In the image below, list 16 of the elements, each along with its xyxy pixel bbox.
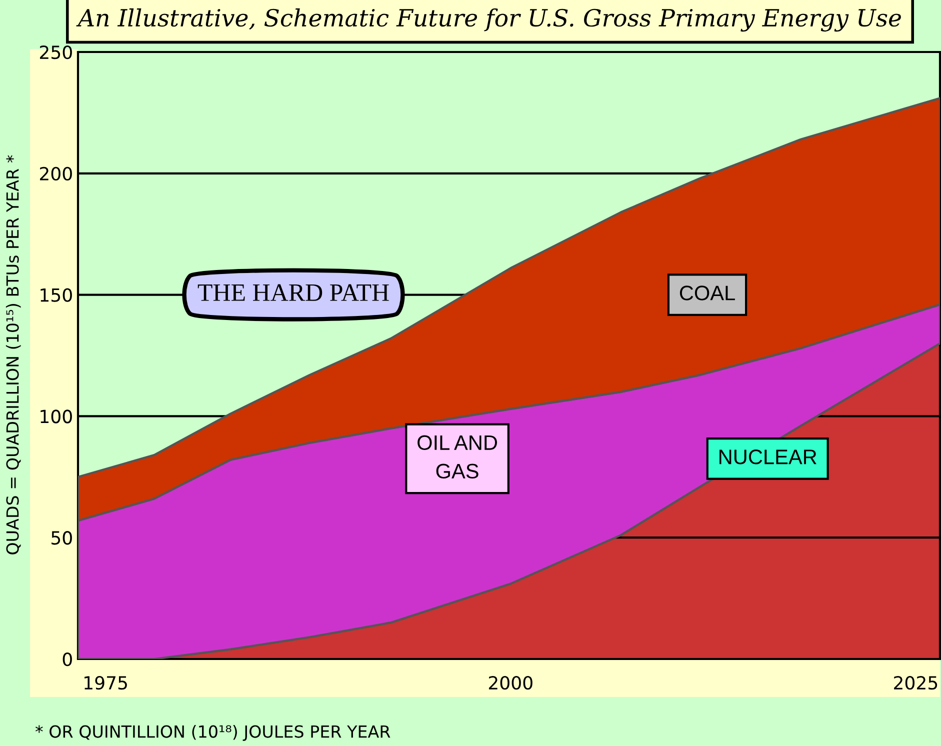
chart-title: An Illustrative, Schematic Future for U.S. Gross Primary Energy Use [76, 8, 901, 32]
series-label: NUCLEAR [720, 450, 816, 464]
series-label: OIL AND GAS [418, 435, 497, 479]
series-label: COAL [680, 286, 735, 300]
y-tick-label: 150 [40, 288, 72, 302]
y-tick-label: 100 [40, 410, 72, 424]
text: * OR QUINTILLION (10¹⁸) JOULES PER YEAR [35, 724, 390, 741]
x-tick-label: 2000 [488, 676, 532, 690]
x-tick-label: 2025 [894, 676, 938, 690]
y-tick-label: 0 [62, 652, 72, 666]
y-tick-label: 200 [40, 166, 72, 181]
y-tick-label: 250 [40, 45, 72, 60]
x-tick-label: 1975 [84, 676, 127, 690]
annotation: THE HARD PATH [198, 284, 389, 301]
y-tick-label: 50 [52, 531, 72, 545]
y-axis-title: QUADS = QUADRILLION (10¹⁵) BTUs PER YEAR * [6, 155, 21, 554]
